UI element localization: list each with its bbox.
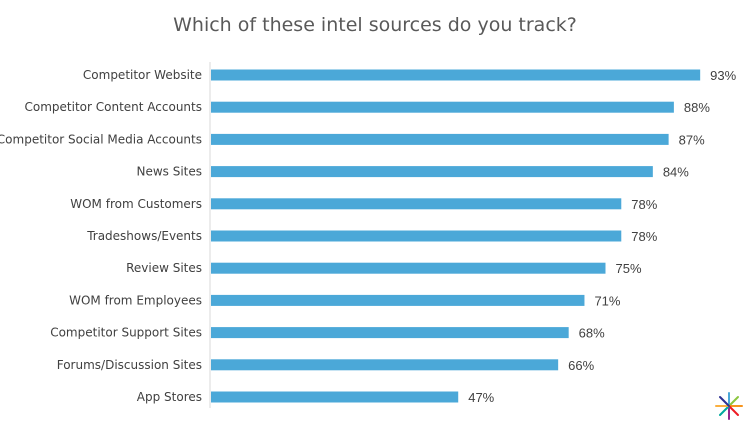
data-label: 75% — [616, 261, 642, 276]
bar — [211, 327, 569, 339]
category-label: WOM from Employees — [69, 293, 202, 307]
data-label: 93% — [710, 68, 736, 83]
crayon-burst-icon — [715, 392, 743, 420]
category-label: WOM from Customers — [70, 197, 202, 211]
category-label: Competitor Website — [83, 68, 202, 82]
chart-title: Which of these intel sources do you trac… — [173, 14, 577, 36]
bar — [211, 101, 674, 113]
bars-layer: Competitor Website 93% Competitor Content … — [0, 68, 737, 405]
bar — [211, 230, 622, 242]
data-label: 66% — [568, 358, 594, 373]
category-label: Tradeshows/Events — [86, 229, 202, 243]
category-label: Competitor Support Sites — [50, 326, 202, 340]
data-label: 47% — [468, 390, 494, 405]
category-label: Competitor Content Accounts — [25, 100, 203, 114]
bar — [211, 359, 559, 371]
category-label: Competitor Social Media Accounts — [0, 132, 202, 146]
bar — [211, 198, 622, 210]
data-label: 68% — [579, 326, 605, 341]
data-label: 87% — [679, 132, 705, 147]
bar — [211, 133, 669, 145]
category-label: News Sites — [136, 165, 202, 179]
data-label: 88% — [684, 100, 710, 115]
category-label: Review Sites — [126, 261, 202, 275]
category-label: App Stores — [137, 390, 202, 404]
bar — [211, 262, 606, 274]
bar — [211, 166, 653, 178]
data-label: 78% — [631, 197, 657, 212]
data-label: 84% — [663, 165, 689, 180]
bar — [211, 294, 585, 306]
data-label: 78% — [631, 229, 657, 244]
data-label: 71% — [594, 293, 620, 308]
bar — [211, 69, 701, 81]
bar — [211, 391, 459, 403]
category-label: Forums/Discussion Sites — [57, 358, 202, 372]
